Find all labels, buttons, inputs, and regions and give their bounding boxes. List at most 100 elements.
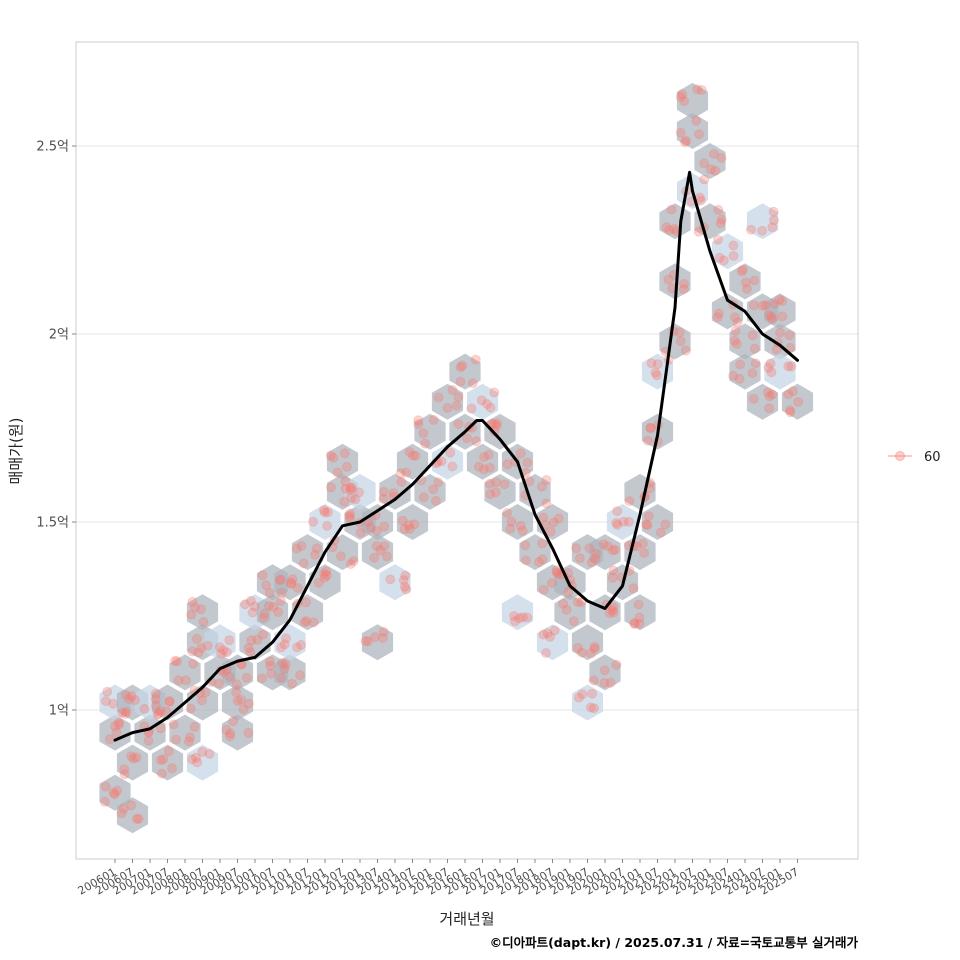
hexbin-cell — [151, 744, 184, 781]
price-point — [126, 691, 137, 702]
price-point — [598, 539, 609, 550]
price-point — [537, 538, 548, 549]
price-point — [395, 468, 406, 479]
price-point — [401, 467, 412, 478]
price-point — [401, 584, 412, 595]
price-point — [482, 399, 492, 409]
price-point — [153, 708, 164, 719]
price-point — [398, 575, 409, 586]
price-point — [714, 252, 725, 263]
price-point — [265, 660, 276, 671]
price-point — [261, 580, 271, 591]
price-point — [748, 393, 759, 404]
price-point — [589, 643, 600, 654]
price-point — [340, 476, 351, 487]
price-point — [680, 137, 690, 148]
hexbin-cell — [449, 353, 481, 390]
price-point — [232, 696, 243, 707]
price-point — [150, 688, 161, 699]
price-point — [339, 496, 350, 507]
price-point — [447, 461, 458, 472]
price-point — [783, 389, 794, 400]
price-point — [114, 719, 125, 730]
price-point — [241, 672, 252, 683]
price-point — [462, 433, 472, 444]
y-axis-title: 매매가(원) — [7, 418, 25, 485]
price-point — [224, 731, 235, 742]
price-point — [295, 670, 306, 681]
legend-label: 60 — [924, 450, 941, 465]
price-point — [428, 414, 439, 425]
price-point — [608, 602, 619, 613]
price-point — [378, 626, 389, 637]
hexbin-cell — [344, 473, 376, 510]
price-point — [335, 551, 346, 562]
price-point — [645, 422, 656, 433]
price-point — [483, 449, 494, 460]
price-point — [757, 225, 768, 236]
hexbin-cell — [501, 594, 534, 631]
price-point — [646, 358, 657, 369]
price-point — [568, 616, 579, 627]
hexbin-cell — [396, 504, 429, 540]
price-point — [188, 658, 199, 669]
price-point — [618, 516, 629, 527]
price-point — [370, 632, 380, 643]
price-point — [280, 659, 291, 670]
price-point — [572, 596, 583, 607]
hexbin-cell — [99, 714, 131, 751]
price-point — [276, 642, 287, 653]
price-point — [604, 608, 615, 619]
hexbin-cell — [414, 413, 446, 450]
price-point — [732, 317, 743, 328]
price-point — [661, 222, 672, 233]
price-point — [718, 255, 729, 266]
price-point — [378, 493, 389, 504]
price-point — [767, 389, 778, 400]
hexbin-cell — [309, 564, 341, 601]
price-point — [633, 599, 644, 610]
price-point — [291, 543, 302, 554]
price-point — [576, 597, 587, 608]
price-point — [109, 789, 120, 800]
hexbin-cell — [396, 443, 429, 480]
price-point — [410, 450, 421, 461]
price-point — [202, 640, 213, 651]
price-point — [225, 728, 236, 739]
price-point — [276, 672, 287, 683]
price-point — [612, 506, 623, 517]
hexbin-cell — [326, 443, 359, 480]
price-point — [605, 677, 616, 688]
price-point — [515, 448, 526, 459]
hexbin-layer — [99, 82, 814, 834]
price-point — [381, 551, 392, 562]
hexbin-cell — [676, 113, 709, 149]
price-point — [117, 707, 128, 718]
hexbin-cell — [309, 504, 341, 540]
price-point — [172, 656, 182, 667]
price-point — [268, 601, 279, 612]
price-point — [266, 668, 277, 679]
price-point — [587, 688, 598, 699]
price-point — [623, 516, 634, 527]
price-point — [231, 687, 242, 698]
price-point — [326, 482, 336, 493]
price-point — [643, 511, 654, 522]
price-point — [522, 612, 533, 623]
price-point — [420, 438, 431, 449]
hexbin-cell — [274, 654, 306, 691]
hexbin-cell — [729, 263, 761, 300]
price-point — [574, 553, 585, 564]
price-point — [365, 522, 376, 533]
price-point — [111, 727, 122, 738]
price-point — [360, 636, 371, 647]
price-point — [276, 574, 286, 585]
price-point — [476, 395, 487, 406]
hexbin-cell — [624, 594, 656, 631]
price-point — [607, 545, 618, 556]
price-point — [156, 768, 167, 779]
hexbin-cell — [274, 564, 306, 601]
price-point — [286, 578, 297, 589]
price-point — [577, 647, 588, 658]
